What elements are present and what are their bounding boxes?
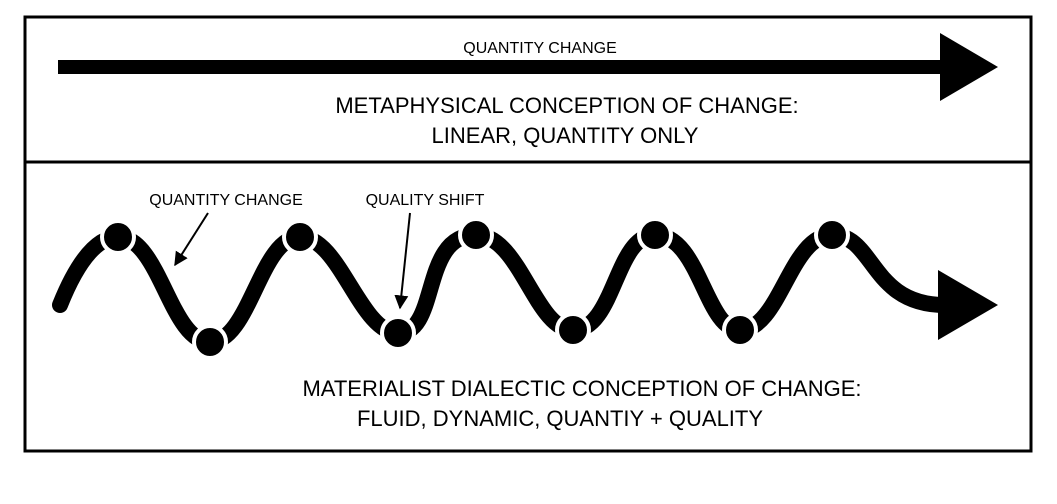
- pointer-label: QUANTITY CHANGE: [149, 192, 303, 209]
- linear-arrow-head: [940, 33, 998, 101]
- caption-line: MATERIALIST DIALECTIC CONCEPTION OF CHAN…: [302, 376, 861, 401]
- dot: [458, 217, 494, 253]
- dot: [814, 217, 850, 253]
- shift-dots: [100, 217, 850, 360]
- dot: [192, 324, 228, 360]
- pointer-arrow: [174, 212, 209, 267]
- dot: [722, 312, 758, 348]
- dot: [100, 219, 136, 255]
- caption-line: LINEAR, QUANTITY ONLY: [432, 123, 699, 148]
- outer-frame: [23, 15, 1033, 453]
- wave-arrow-head: [938, 270, 998, 340]
- caption-line: METAPHYSICAL CONCEPTION OF CHANGE:: [335, 93, 798, 118]
- pointer-label: QUALITY SHIFT: [366, 192, 485, 209]
- wave: [52, 226, 953, 351]
- pointer-arrow: [394, 212, 411, 310]
- caption-line: FLUID, DYNAMIC, QUANTIY + QUALITY: [357, 406, 763, 431]
- dot: [637, 217, 673, 253]
- dot: [380, 315, 416, 351]
- dot: [282, 219, 318, 255]
- dot: [555, 312, 591, 348]
- arrow-label: QUANTITY CHANGE: [463, 40, 617, 57]
